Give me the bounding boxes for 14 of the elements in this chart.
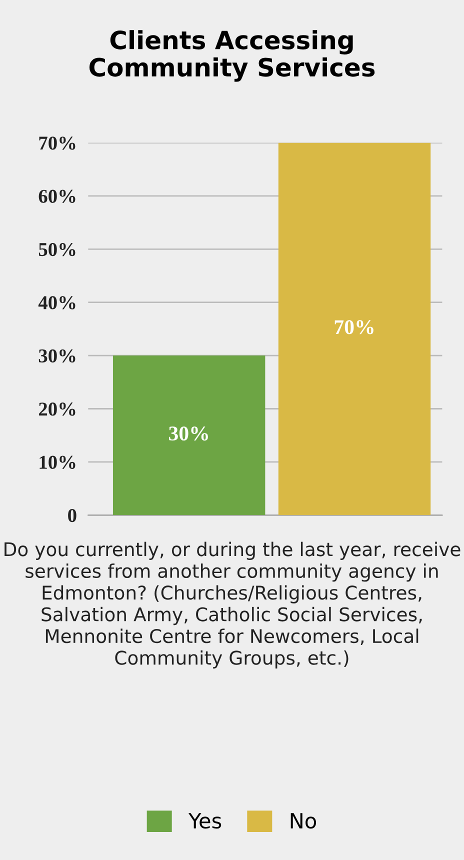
- y-tick-label: 30%: [38, 349, 76, 363]
- y-tick-label: 0: [68, 508, 76, 522]
- legend-label: Yes: [188, 813, 222, 829]
- y-tick-label: 20%: [38, 402, 76, 416]
- legend-label: No: [290, 813, 316, 829]
- text: 30%: [169, 426, 208, 441]
- y-tick-label: 60%: [38, 190, 76, 203]
- text: 70%: [334, 320, 374, 334]
- chart-title: Clients Accessing Community Services: [89, 30, 375, 82]
- y-tick-label: 50%: [38, 242, 76, 256]
- y-tick-label: 70%: [39, 136, 76, 150]
- y-tick-label: 10%: [40, 456, 76, 469]
- y-tick-label: 40%: [38, 296, 76, 310]
- x-axis-title: Do you currently, or during the last year, receive services from another community agency in Edmonton? (Churches/Religious Centres, Salvation Army, Catholic Social Services, Mennonite Centre for Newcomers, Local Community Groups, etc.): [4, 542, 460, 668]
